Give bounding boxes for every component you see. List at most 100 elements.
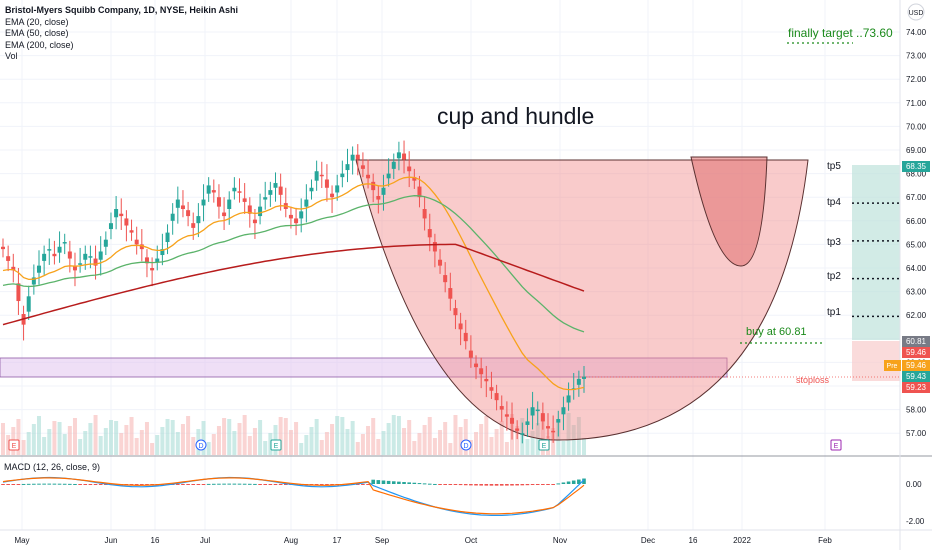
volume-bar bbox=[561, 441, 566, 455]
price-badges: 68.35 60.81 59.46 59.46 Pre 59.43 59.23 bbox=[884, 161, 930, 393]
event-marker[interactable] bbox=[460, 439, 472, 451]
volume-bar bbox=[391, 415, 396, 455]
volume-bar bbox=[247, 436, 252, 455]
macd-hist-bar bbox=[556, 483, 561, 485]
volume-bar bbox=[371, 418, 376, 455]
candle-body bbox=[144, 257, 149, 264]
price-badge bbox=[902, 360, 930, 371]
volume-bar bbox=[150, 443, 155, 455]
event-marker[interactable] bbox=[830, 439, 842, 451]
candle-body bbox=[314, 171, 319, 181]
candle-body bbox=[494, 393, 499, 401]
volume-bar bbox=[16, 419, 21, 455]
volume-bar bbox=[314, 419, 319, 455]
price-badge bbox=[902, 371, 930, 382]
price-badge-text: 59.46 bbox=[906, 361, 927, 370]
volume-bar bbox=[381, 431, 386, 455]
macd-hist-bar bbox=[62, 483, 67, 485]
price-badge-text: 59.43 bbox=[906, 372, 927, 381]
event-marker[interactable] bbox=[270, 439, 282, 451]
event-marker[interactable] bbox=[538, 439, 550, 451]
volume-bar bbox=[396, 416, 401, 455]
volume-bar bbox=[47, 429, 52, 455]
macd-hist-bar bbox=[242, 483, 247, 485]
volume-bar bbox=[453, 415, 458, 455]
macd-hist-bar bbox=[448, 484, 453, 485]
price-tick: 70.00 bbox=[906, 122, 927, 131]
macd-hist-bar bbox=[499, 484, 504, 486]
candle-body bbox=[1, 246, 5, 250]
volume-bar bbox=[155, 435, 160, 455]
macd-hist-bar bbox=[541, 484, 545, 485]
macd-hist-bar bbox=[247, 483, 252, 485]
macd-legend[interactable]: MACD (12, 26, close, 9) bbox=[4, 462, 101, 472]
pattern-title: cup and hundle bbox=[437, 103, 594, 129]
macd-hist-bar bbox=[176, 484, 180, 485]
volume-bar bbox=[324, 432, 329, 455]
macd-hist-bar bbox=[453, 484, 458, 485]
candle-body bbox=[170, 213, 175, 221]
candle-body bbox=[216, 197, 221, 207]
macd-hist-bar bbox=[42, 483, 46, 485]
ema20-legend[interactable]: EMA (20, close) bbox=[5, 16, 69, 27]
macd-hist-bar bbox=[263, 484, 268, 485]
ema50-legend[interactable]: EMA (50, close) bbox=[5, 28, 69, 38]
candle-body bbox=[165, 232, 170, 243]
price-tick: 62.00 bbox=[906, 311, 927, 320]
candle-body bbox=[134, 239, 139, 245]
candle-body bbox=[463, 332, 468, 342]
candle-body bbox=[551, 430, 556, 433]
volume-bar bbox=[160, 427, 165, 455]
macd-hist-bar bbox=[427, 483, 432, 485]
volume-bar bbox=[72, 418, 77, 455]
ema200-legend[interactable]: EMA (200, close) bbox=[5, 39, 74, 50]
candle-body bbox=[124, 218, 129, 226]
volume-bar bbox=[119, 433, 124, 455]
candle-body bbox=[566, 395, 571, 403]
volume-bar bbox=[175, 432, 180, 455]
volume-bar bbox=[1, 423, 5, 455]
volume-bar bbox=[242, 415, 247, 455]
volume-bar bbox=[83, 431, 88, 455]
price-tick: 58.00 bbox=[906, 406, 927, 415]
candle-body bbox=[263, 197, 268, 200]
time-tick: Oct bbox=[465, 536, 478, 545]
candle-body bbox=[191, 223, 196, 228]
currency-icon[interactable] bbox=[907, 3, 925, 21]
candle-body bbox=[535, 409, 540, 412]
candle-body bbox=[386, 173, 391, 179]
event-marker[interactable] bbox=[8, 439, 20, 451]
handle-pattern bbox=[690, 156, 768, 267]
candle-body bbox=[515, 428, 520, 431]
volume-bar bbox=[366, 426, 371, 455]
macd-hist-bar bbox=[32, 483, 36, 485]
macd-hist-bar bbox=[186, 484, 190, 485]
time-tick: 16 bbox=[151, 536, 160, 545]
time-tick: Aug bbox=[284, 536, 298, 545]
volume-legend[interactable]: Vol bbox=[5, 51, 18, 61]
volume-bar bbox=[191, 437, 196, 455]
candle-body bbox=[114, 209, 119, 218]
candle-body bbox=[422, 209, 427, 219]
tp5-label: tp5 bbox=[827, 161, 841, 172]
macd-hist-bar bbox=[6, 484, 10, 485]
symbol-title[interactable]: Bristol-Myers Squibb Company, 1D, NYSE, … bbox=[5, 5, 239, 15]
time-tick: 16 bbox=[689, 536, 698, 545]
volume-bar bbox=[62, 434, 67, 455]
macd-hist-bar bbox=[366, 484, 370, 485]
price-tick: 71.00 bbox=[906, 99, 927, 108]
candle-body bbox=[360, 165, 365, 169]
candle-body bbox=[561, 407, 566, 415]
price-badge bbox=[902, 347, 930, 358]
ema50-line bbox=[2, 195, 585, 333]
event-marker[interactable] bbox=[195, 439, 207, 451]
ema200-line bbox=[2, 243, 585, 326]
candle-body bbox=[504, 414, 509, 417]
volume-bar bbox=[484, 416, 489, 455]
candle-body bbox=[355, 154, 360, 160]
volume-bar bbox=[504, 442, 509, 455]
macd-hist-bar bbox=[16, 484, 21, 485]
volume-bar bbox=[443, 422, 448, 455]
candle-body bbox=[258, 206, 263, 217]
